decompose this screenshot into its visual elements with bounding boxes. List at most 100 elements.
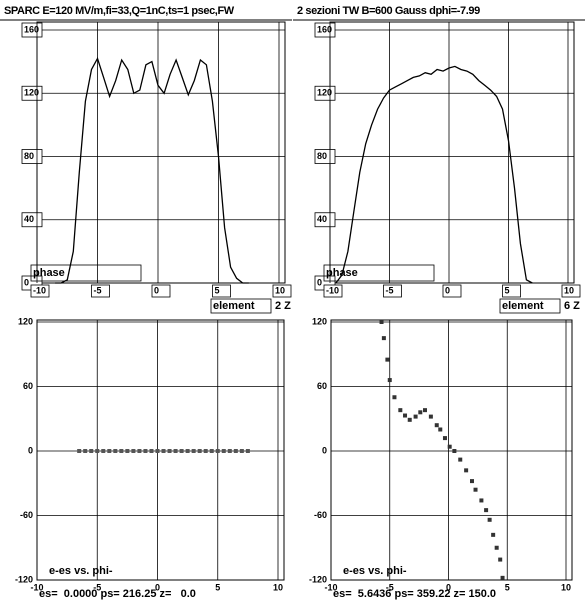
x-tick-label: -5 — [386, 285, 394, 295]
annotation: phase — [33, 267, 65, 279]
label-box — [30, 264, 142, 282]
particle — [125, 449, 130, 453]
x-tick-label: 5 — [505, 582, 510, 592]
tick-box — [272, 284, 292, 298]
y-tick-label: 120 — [317, 88, 332, 98]
particle — [434, 423, 439, 428]
tick-box — [91, 284, 110, 298]
particle — [379, 320, 384, 324]
particle — [418, 410, 423, 415]
x-tick-label: -5 — [94, 285, 102, 295]
particle — [77, 449, 82, 453]
particle — [221, 449, 226, 453]
y-tick-label: 80 — [317, 151, 327, 161]
particle — [233, 449, 238, 453]
particle — [500, 575, 505, 580]
particle — [487, 517, 492, 522]
particle — [479, 498, 484, 503]
tick-box — [383, 284, 402, 298]
x-tick-label: 0 — [155, 582, 160, 592]
tick-box — [561, 284, 581, 298]
particle — [413, 414, 418, 419]
x-tick-label: 10 — [273, 582, 283, 592]
annotation: element — [502, 300, 544, 312]
particle — [101, 449, 106, 453]
particle — [113, 449, 118, 453]
particle — [458, 457, 463, 462]
y-tick-label: 0 — [28, 445, 33, 455]
particle — [428, 414, 433, 419]
particle — [161, 449, 166, 453]
label-box — [210, 298, 272, 314]
annotation: phase — [326, 267, 358, 279]
particle — [470, 479, 474, 484]
annotation: e-es vs. phi- — [343, 565, 407, 577]
annotation: 6 Z — [564, 300, 580, 312]
particle — [107, 449, 112, 453]
y-tick-label: 40 — [24, 214, 34, 224]
label-box — [323, 264, 435, 282]
particle — [423, 408, 427, 413]
particle — [494, 545, 499, 550]
x-tick-label: 5 — [215, 285, 220, 295]
particle — [491, 532, 496, 537]
particle — [137, 449, 142, 453]
particle — [245, 449, 250, 453]
x-tick-label: -10 — [324, 582, 337, 592]
particle — [131, 449, 136, 453]
y-tick-label: -60 — [20, 510, 33, 520]
particle — [179, 449, 184, 453]
x-tick-label: 0 — [446, 582, 451, 592]
y-tick-label: 0 — [24, 277, 29, 287]
x-tick-label: 10 — [275, 285, 285, 295]
y-tick-label: 0 — [322, 445, 327, 455]
tick-box — [212, 284, 231, 298]
x-tick-label: 10 — [561, 582, 571, 592]
y-tick-label: -120 — [309, 574, 327, 584]
y-tick-label: 40 — [317, 214, 327, 224]
particle — [442, 436, 447, 441]
tick-box — [151, 284, 171, 298]
particle — [392, 395, 397, 400]
particle — [447, 444, 452, 449]
x-tick-label: 0 — [154, 285, 159, 295]
annotation: es= 0.0000 ps= 216.25 z= 0.0 — [39, 588, 196, 600]
particle — [498, 557, 503, 562]
particle — [143, 449, 148, 453]
x-tick-label: 10 — [564, 285, 574, 295]
particle — [403, 413, 408, 418]
particle — [89, 449, 94, 453]
particle — [173, 449, 178, 453]
particle — [227, 449, 232, 453]
chart-title: 2 sezioni TW B=600 Gauss dphi=-7.99 — [297, 5, 480, 17]
y-tick-label: -60 — [314, 510, 327, 520]
particle — [149, 449, 154, 453]
particle — [119, 449, 124, 453]
y-tick-label: 120 — [312, 316, 327, 326]
particle — [239, 449, 244, 453]
particle — [209, 449, 214, 453]
histogram-line — [55, 56, 249, 284]
x-tick-label: 5 — [505, 285, 510, 295]
x-tick-label: -10 — [326, 285, 339, 295]
y-tick-label: 120 — [24, 88, 39, 98]
annotation: e-es vs. phi- — [49, 565, 113, 577]
y-tick-label: 0 — [317, 277, 322, 287]
tick-box — [30, 284, 50, 298]
x-tick-label: 0 — [445, 285, 450, 295]
y-tick-label: 160 — [317, 24, 332, 34]
particle — [385, 357, 390, 362]
particle — [215, 449, 220, 453]
x-tick-label: -5 — [93, 582, 101, 592]
particle — [83, 449, 88, 453]
particle — [381, 336, 386, 341]
particle — [473, 487, 478, 492]
x-tick-label: -10 — [33, 285, 46, 295]
annotation: element — [213, 300, 255, 312]
particle — [167, 449, 172, 453]
label-box — [499, 298, 561, 314]
histogram-line — [335, 65, 533, 284]
particle — [191, 449, 196, 453]
x-tick-label: 5 — [215, 582, 220, 592]
x-tick-label: -10 — [30, 582, 43, 592]
